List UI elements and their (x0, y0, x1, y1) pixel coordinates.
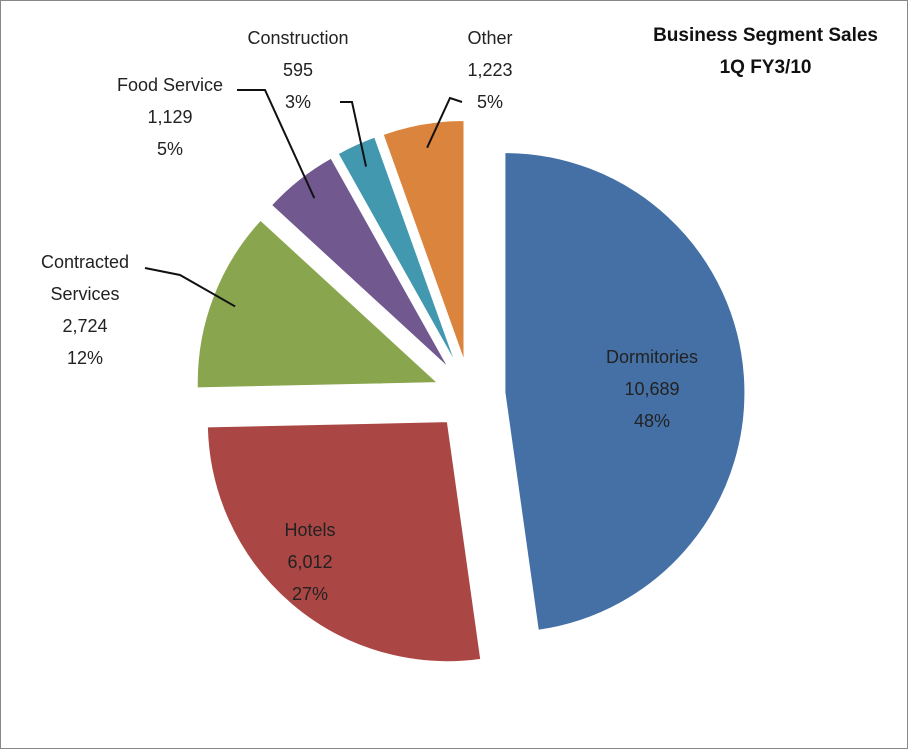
leader-line (144, 267, 236, 308)
leader-line (237, 89, 316, 199)
slice-value: 595 (282, 60, 314, 80)
pie-slice (270, 157, 449, 368)
slice-name: Food Service (116, 75, 224, 95)
chart-subtitle: 1Q FY3/10 (719, 57, 812, 78)
slice-value: 10,689 (624, 379, 680, 399)
pie-slice (504, 152, 746, 631)
slice-value: 6,012 (287, 552, 333, 572)
slice-percent: 5% (476, 92, 503, 112)
slice-name: Contracted Services (40, 252, 130, 304)
pie-slice (337, 136, 456, 364)
slice-percent: 3% (284, 92, 311, 112)
slice-name: Other (467, 28, 513, 48)
slice-value: 1,129 (147, 107, 193, 127)
leader-line (340, 101, 368, 167)
slice-name: Hotels (284, 520, 336, 540)
chart-title: Business Segment Sales (653, 25, 878, 46)
slice-percent: 12% (66, 348, 104, 368)
pie-slice (206, 421, 482, 663)
data-label: Contracted Services 2,724 12% (25, 246, 145, 374)
slice-value: 2,724 (62, 316, 108, 336)
data-label: Other 1,223 5% (420, 22, 560, 118)
data-label: Construction 595 3% (228, 22, 368, 118)
slice-percent: 5% (156, 139, 183, 159)
slice-name: Construction (247, 28, 349, 48)
pie-slice (382, 120, 465, 361)
pie-slice (196, 219, 439, 389)
data-label: Dormitories 10,689 48% (582, 341, 722, 437)
leader-line (426, 96, 463, 149)
slice-name: Dormitories (605, 347, 698, 367)
slice-percent: 27% (291, 584, 329, 604)
slice-percent: 48% (633, 411, 671, 431)
data-label: Hotels 6,012 27% (240, 514, 380, 610)
data-label: Food Service 1,129 5% (100, 69, 240, 165)
slice-value: 1,223 (467, 60, 513, 80)
title-block: Business Segment Sales 1Q FY3/10 (653, 20, 878, 84)
